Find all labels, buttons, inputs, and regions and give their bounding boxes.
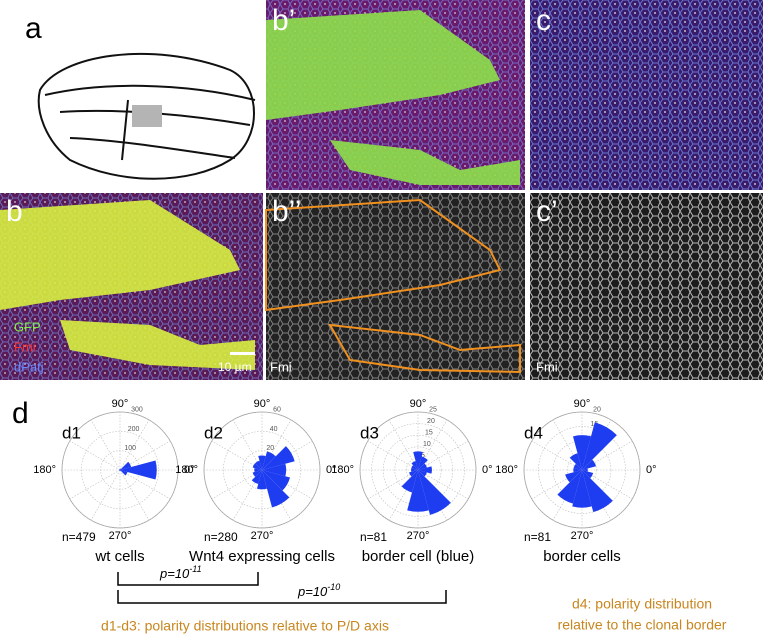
channel-label: Fmi <box>536 359 558 374</box>
n-label: n=280 <box>204 530 238 544</box>
r-tick-label: 15 <box>425 430 433 437</box>
angle-label: 90° <box>410 398 427 410</box>
angle-label: 0° <box>646 464 657 476</box>
p-value: p=10-11 <box>159 564 202 581</box>
plot-caption: border cells <box>543 548 621 565</box>
panel-label: b’ <box>272 4 295 37</box>
plot-label: d4 <box>524 423 543 442</box>
panel-label: c <box>536 4 551 37</box>
angle-label: 0° <box>482 464 493 476</box>
r-tick-label: 300 <box>131 407 143 414</box>
spoke <box>91 470 120 520</box>
angle-label: 270° <box>407 530 430 542</box>
panel-label: b <box>6 195 23 228</box>
p-base: p=10 <box>159 566 190 581</box>
r-tick-label: 25 <box>429 407 437 414</box>
n-label: n=81 <box>524 530 551 544</box>
channel-label: Fmi <box>270 359 292 374</box>
p-value: p=10-10 <box>297 582 340 599</box>
image-c-prime: c’ Fmi <box>530 193 763 380</box>
image-b-double-prime: b’’ Fmi <box>266 193 525 380</box>
note: relative to the clonal border <box>558 617 727 633</box>
p-base: p=10 <box>297 584 328 599</box>
r-tick-label: 40 <box>270 426 278 433</box>
plot-caption: wt cells <box>94 548 144 565</box>
channel-label: dPatj <box>14 359 44 374</box>
spoke <box>368 441 418 470</box>
panel-label: a <box>25 12 42 45</box>
angle-label: 180° <box>495 464 518 476</box>
r-tick-label: 10 <box>423 441 431 448</box>
note: d1-d3: polarity distributions relative t… <box>101 618 389 634</box>
r-tick-label: 20 <box>266 445 274 452</box>
note: d4: polarity distribution <box>572 596 712 612</box>
plot-label: d2 <box>204 423 223 442</box>
figure: a b’ c b GFP Fmi dPatj 10 µm b’’ Fmi c’ … <box>0 0 763 637</box>
region-box <box>132 105 162 127</box>
angle-label: 90° <box>112 398 129 410</box>
angle-label: 90° <box>254 398 271 410</box>
n-label: n=479 <box>62 530 96 544</box>
angle-label: 180° <box>331 464 354 476</box>
spoke <box>91 420 120 470</box>
channel-label: GFP <box>14 319 41 334</box>
plot-caption: border cell (blue) <box>362 548 475 565</box>
r-tick-label: 20 <box>427 418 435 425</box>
r-tick-label: 20 <box>593 407 601 414</box>
panel-label: b’’ <box>272 195 301 228</box>
r-tick-label: 100 <box>124 445 136 452</box>
p-exp: -11 <box>189 564 201 574</box>
image-c: c <box>530 0 763 190</box>
plot-label: d3 <box>360 423 379 442</box>
angle-label: 90° <box>574 398 591 410</box>
angle-label: 270° <box>109 530 132 542</box>
channel-label: Fmi <box>14 339 36 354</box>
n-label: n=81 <box>360 530 387 544</box>
plot-caption: Wnt4 expressing cells <box>189 548 335 565</box>
spoke <box>70 470 120 499</box>
angle-label: 180° <box>33 464 56 476</box>
r-tick-label: 200 <box>128 426 140 433</box>
angle-label: 270° <box>571 530 594 542</box>
scale-bar-label: 10 µm <box>218 360 252 374</box>
panel-label: c’ <box>536 195 558 228</box>
plot-label: d1 <box>62 423 81 442</box>
angle-label: 270° <box>251 530 274 542</box>
panel-label: d <box>12 397 29 430</box>
r-tick-label: 60 <box>273 407 281 414</box>
image-b-prime: b’ <box>266 0 525 190</box>
p-exp: -10 <box>327 582 340 592</box>
angle-label: 180° <box>175 464 198 476</box>
spoke <box>70 441 120 470</box>
spoke <box>120 470 149 520</box>
image-b: b GFP Fmi dPatj 10 µm <box>0 193 263 380</box>
